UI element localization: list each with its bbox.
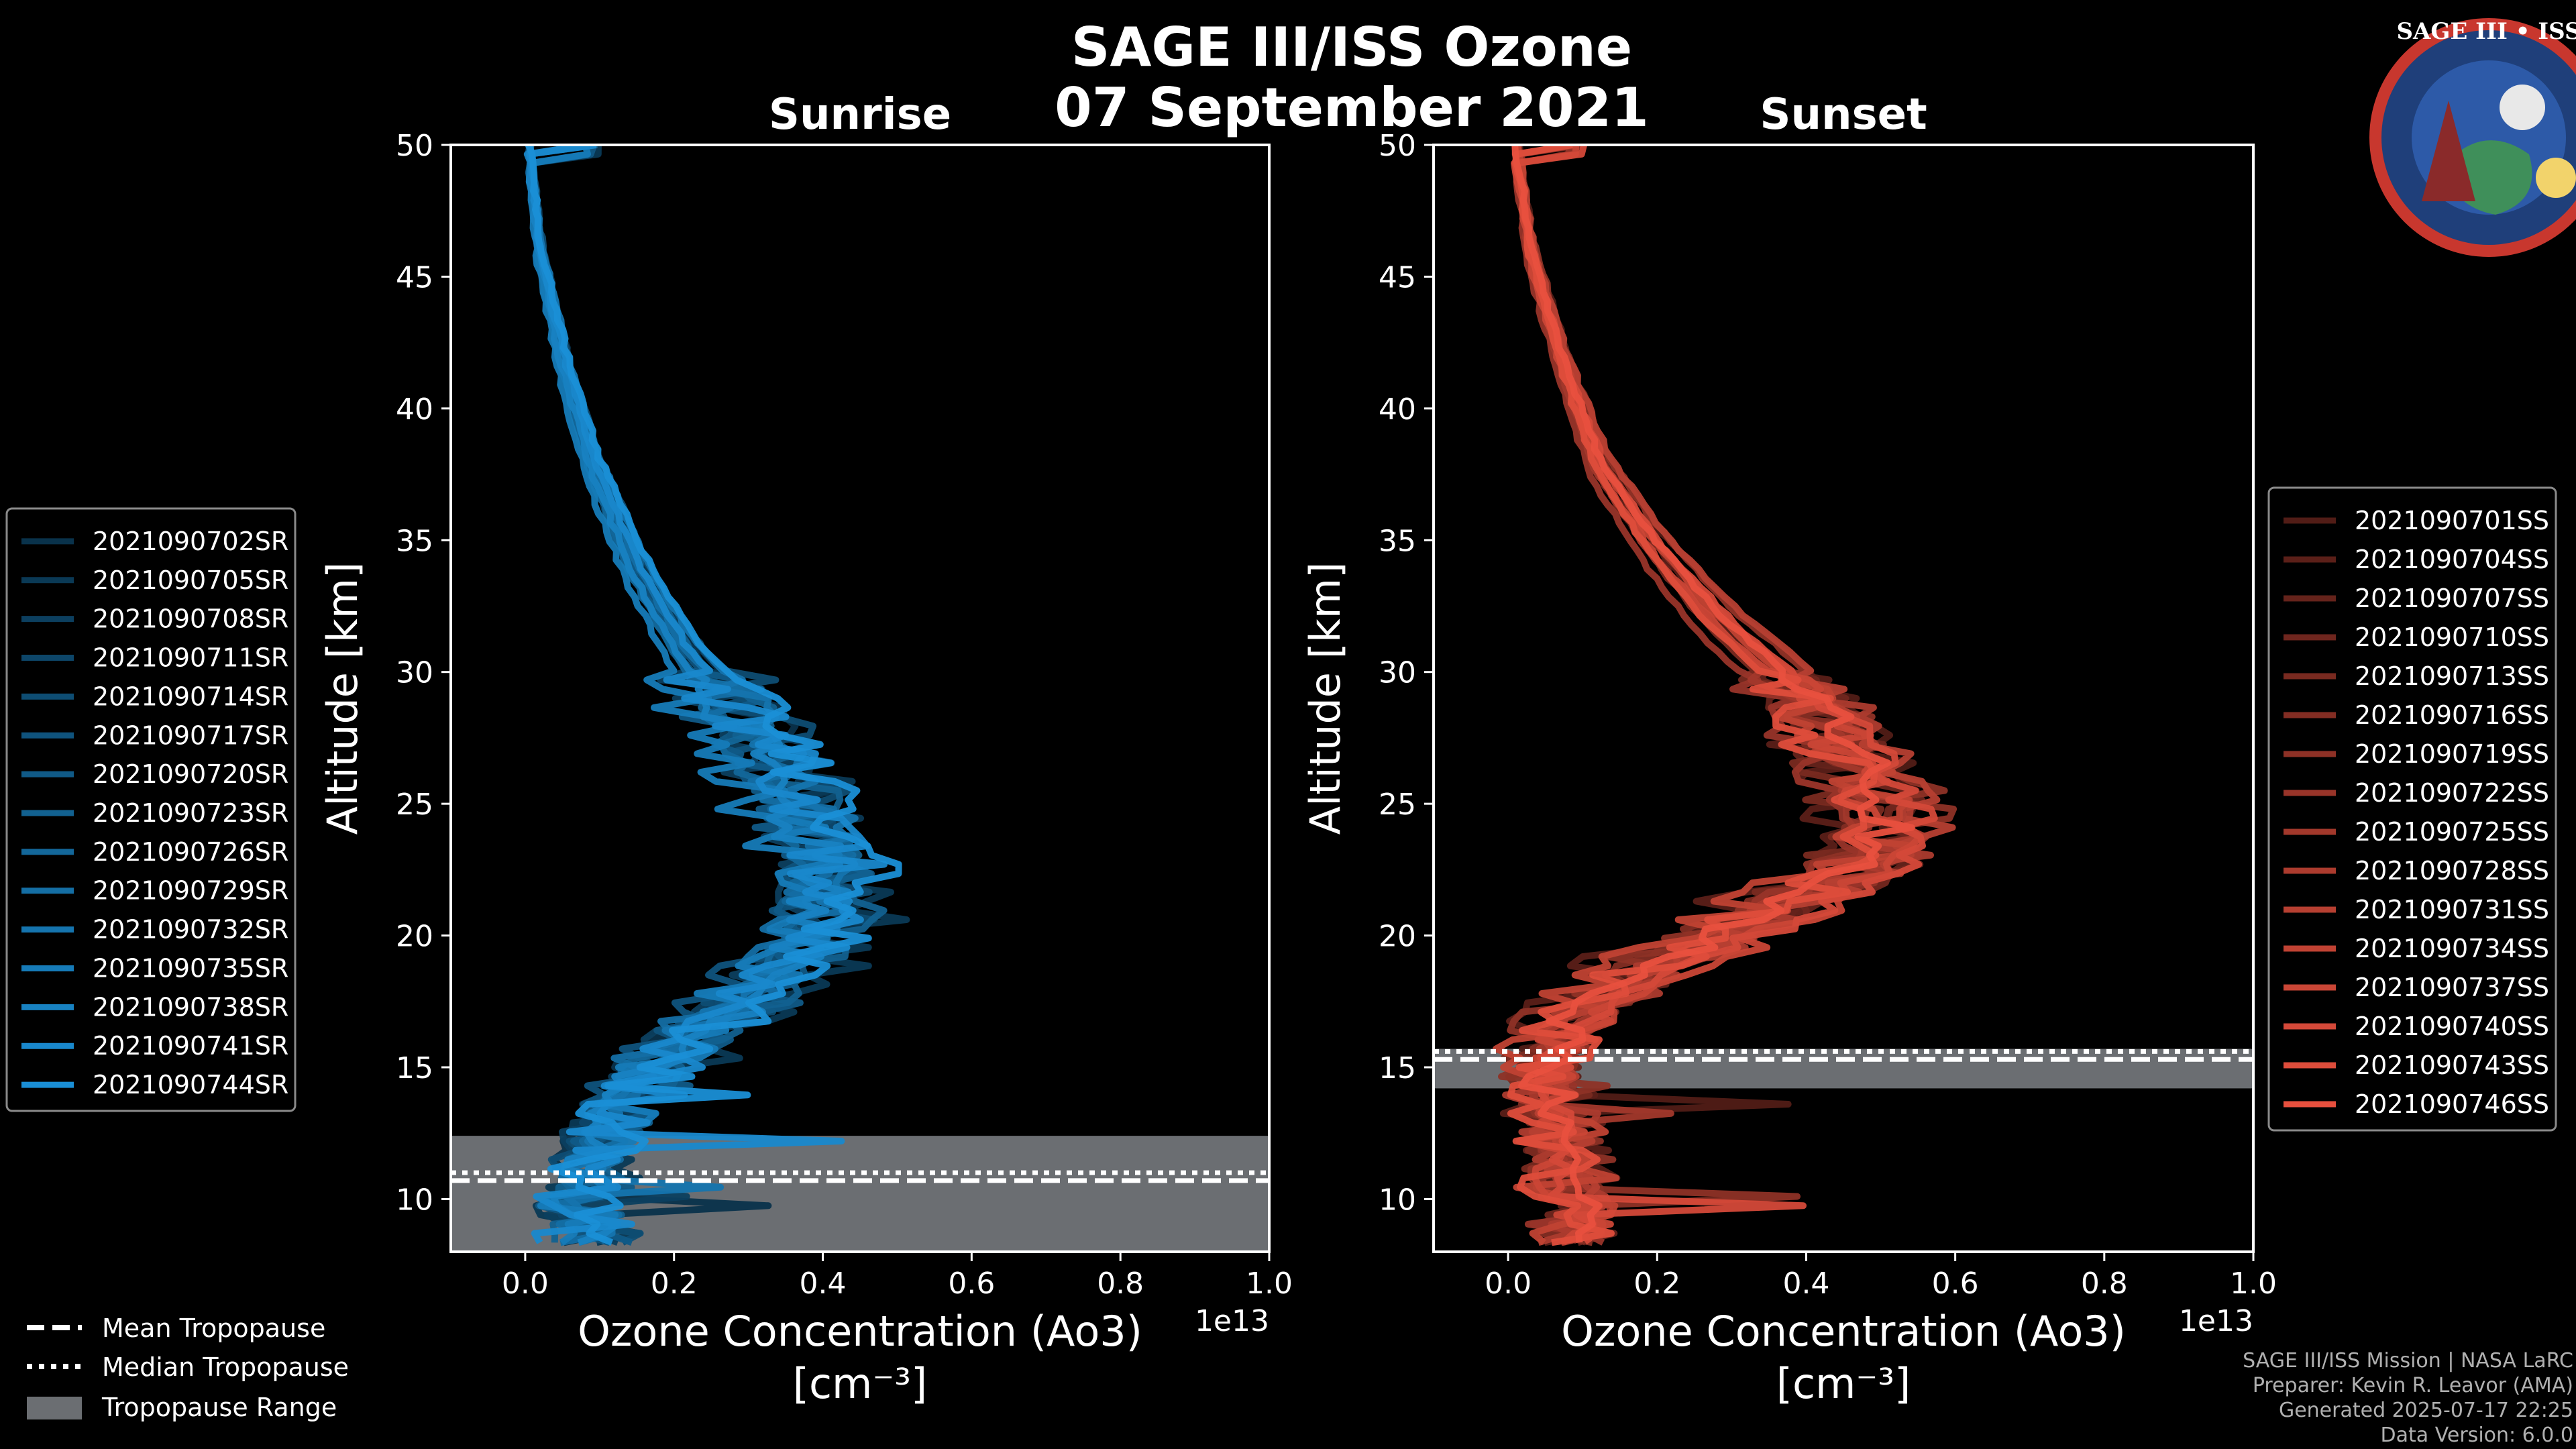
legend-label: 2021090717SR [93, 720, 288, 750]
y-tick-label: 35 [396, 524, 433, 558]
credit-generated: Generated 2025-07-17 22:25 [2279, 1399, 2573, 1422]
tropopause-range-label: Tropopause Range [101, 1393, 337, 1422]
x-axis-unit: [cm⁻³] [1776, 1359, 1911, 1408]
panel-title: Sunrise [769, 90, 951, 140]
credits: SAGE III/ISS Mission | NASA LaRC Prepare… [2243, 1349, 2573, 1447]
x-offset-text: 1e13 [1195, 1304, 1269, 1338]
legend-label: 2021090713SS [2355, 661, 2549, 691]
legend-label: 2021090744SR [93, 1070, 288, 1099]
y-tick-label: 40 [396, 392, 433, 427]
legend-label: 2021090740SS [2355, 1012, 2549, 1041]
credit-version: Data Version: 6.0.0 [2381, 1424, 2573, 1447]
x-tick-label: 0.2 [651, 1267, 698, 1301]
legend-label: 2021090708SR [93, 604, 288, 634]
legend-label: 2021090719SS [2355, 739, 2549, 769]
y-axis-label: Altitude [km] [318, 562, 367, 835]
x-axis-unit: [cm⁻³] [793, 1359, 927, 1408]
y-tick-label: 10 [1379, 1183, 1416, 1217]
sunset-panel: Sunset 0.0 0.2 0.4 0.6 0.8 1.0 10 15 20 25 30 35 40 45… [1301, 90, 2277, 1408]
y-axis-label: Altitude [km] [1301, 562, 1350, 835]
legend-label: 2021090704SS [2355, 545, 2549, 574]
x-tick-label: 0.6 [1932, 1267, 1979, 1301]
legend-label: 2021090738SR [93, 992, 288, 1022]
y-tick-label: 45 [1379, 260, 1416, 294]
credit-mission: SAGE III/ISS Mission | NASA LaRC [2243, 1349, 2573, 1373]
y-tick-label: 25 [1379, 788, 1416, 822]
y-tick-label: 30 [396, 656, 433, 690]
series-line-2021090744SR [525, 145, 902, 1246]
legend-label: 2021090725SS [2355, 817, 2549, 847]
series-legend: 2021090701SS 2021090704SS 2021090707SS 2021… [2267, 486, 2557, 1132]
x-tick-label: 0.8 [2081, 1267, 2128, 1301]
y-tick-label: 45 [396, 260, 433, 294]
legend-label: 2021090743SS [2355, 1051, 2549, 1080]
legend-label: 2021090729SR [93, 876, 288, 906]
x-axis-label: Ozone Concentration (Ao3) [578, 1307, 1142, 1356]
legend-label: 2021090734SS [2355, 934, 2549, 963]
legend-label: 2021090711SR [93, 643, 288, 673]
y-tick-label: 50 [396, 129, 433, 163]
legend-label: 2021090722SS [2355, 778, 2549, 808]
y-tick-label: 15 [396, 1051, 433, 1085]
y-tick-label: 20 [396, 920, 433, 954]
legend-label: 2021090720SR [93, 759, 288, 789]
legend-label: 2021090705SR [93, 566, 288, 595]
legend-label: 2021090735SR [93, 953, 288, 983]
x-tick-label: 0.4 [1782, 1267, 1829, 1301]
legend-label: 2021090710SS [2355, 623, 2549, 652]
legend-label: 2021090732SR [93, 915, 288, 945]
legend-label: 2021090741SR [93, 1031, 288, 1061]
y-tick-label: 30 [1379, 656, 1416, 690]
y-tick-label: 10 [396, 1183, 433, 1217]
panel-title: Sunset [1760, 90, 1927, 140]
y-tick-label: 35 [1379, 524, 1416, 558]
legend-label: 2021090726SR [93, 837, 288, 867]
x-tick-label: 0.6 [948, 1267, 995, 1301]
figure-title: SAGE III/ISS Ozone [1071, 16, 1632, 78]
logo-name: SAGE III • ISS [2396, 18, 2576, 45]
sunrise-panel: Sunrise 0.0 0.2 0.4 0.6 0.8 1.0 10 15 20 25 30 35 40 4… [318, 90, 1293, 1408]
legend-label: 2021090746SS [2355, 1089, 2549, 1119]
legend-label: 2021090702SR [93, 527, 288, 556]
x-tick-label: 1.0 [2230, 1267, 2277, 1301]
y-tick-label: 15 [1379, 1051, 1416, 1085]
tropopause-legend: Mean Tropopause Median Tropopause Tropop… [27, 1313, 349, 1422]
sage-logo: SAGE III • ISS [2369, 18, 2576, 257]
legend-label: 2021090737SS [2355, 973, 2549, 1002]
legend-label: 2021090716SS [2355, 700, 2549, 730]
median-tropopause-label: Median Tropopause [102, 1352, 349, 1382]
figure-subtitle: 07 September 2021 [1055, 76, 1649, 139]
credit-preparer: Preparer: Kevin R. Leavor (AMA) [2253, 1374, 2573, 1397]
y-tick-label: 20 [1379, 920, 1416, 954]
x-tick-label: 0.2 [1633, 1267, 1680, 1301]
mean-tropopause-label: Mean Tropopause [102, 1313, 325, 1343]
plot-frame [449, 144, 1271, 1253]
x-tick-label: 0.0 [1485, 1267, 1532, 1301]
y-tick-label: 25 [396, 788, 433, 822]
tropopause-range-swatch [27, 1397, 82, 1419]
legend-label: 2021090731SS [2355, 895, 2549, 924]
legend-label: 2021090728SS [2355, 856, 2549, 885]
x-tick-label: 0.8 [1097, 1267, 1144, 1301]
plot-frame [1432, 144, 2255, 1253]
legend-label: 2021090723SR [93, 798, 288, 828]
x-offset-text: 1e13 [2179, 1304, 2253, 1338]
y-tick-label: 50 [1379, 129, 1416, 163]
x-tick-label: 1.0 [1246, 1267, 1293, 1301]
legend-label: 2021090714SR [93, 682, 288, 711]
x-tick-label: 0.4 [800, 1267, 847, 1301]
x-tick-label: 0.0 [502, 1267, 549, 1301]
legend-label: 2021090701SS [2355, 506, 2549, 535]
series-line-2021090741SR [526, 145, 888, 1244]
series-line-2021090746SS [1511, 145, 1915, 1243]
series-legend: 2021090702SR 2021090705SR 2021090708SR 2021… [5, 507, 297, 1112]
y-tick-label: 40 [1379, 392, 1416, 427]
legend-label: 2021090707SS [2355, 584, 2549, 613]
x-axis-label: Ozone Concentration (Ao3) [1561, 1307, 2126, 1356]
